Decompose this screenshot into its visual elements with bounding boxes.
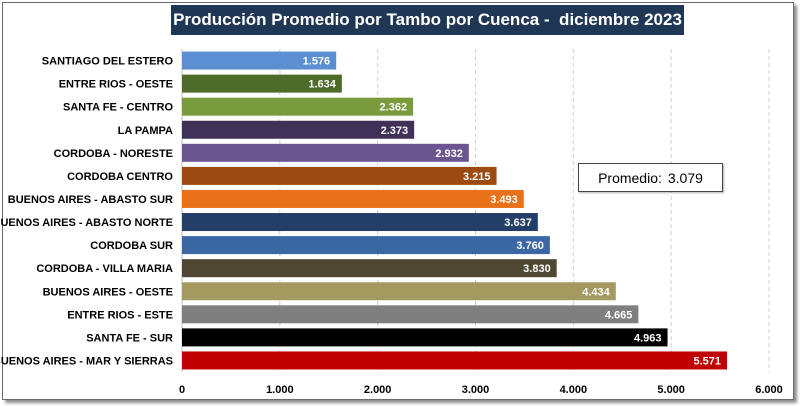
category-label: SANTA FE - SUR: [86, 332, 173, 344]
average-annotation: Promedio: 3.079: [578, 163, 723, 192]
data-label: 4.434: [582, 286, 610, 298]
category-label: BUENOS AIRES - ABASTO NORTE: [0, 217, 173, 229]
x-tick-label: 4.000: [560, 384, 588, 396]
x-tick-label: 5.000: [657, 384, 685, 396]
bar: [182, 143, 469, 162]
data-label: 3.760: [516, 240, 544, 252]
bar: [182, 328, 668, 347]
category-label: CORDOBA CENTRO: [67, 171, 173, 183]
bar: [182, 97, 414, 116]
x-tick-label: 0: [179, 384, 185, 396]
bar: [182, 51, 337, 70]
bar: [182, 351, 728, 370]
bar: [182, 236, 550, 255]
category-label: CORDOBA - VILLA MARIA: [36, 263, 173, 275]
data-label: 3.215: [463, 171, 491, 183]
x-tick-label: 1.000: [266, 384, 294, 396]
average-label: Promedio:: [598, 169, 662, 186]
data-label: 5.571: [693, 355, 721, 367]
data-label: 2.373: [381, 125, 409, 137]
bar: [182, 120, 415, 139]
data-label: 2.362: [380, 102, 408, 114]
data-label: 3.830: [523, 263, 551, 275]
x-tick-label: 2.000: [364, 384, 392, 396]
data-label: 3.493: [490, 194, 518, 206]
data-label: 1.634: [308, 79, 336, 91]
category-label: SANTIAGO DEL ESTERO: [42, 56, 174, 68]
data-label: 4.665: [605, 309, 633, 321]
category-label: ENTRE RIOS - ESTE: [67, 309, 173, 321]
x-tick-label: 6.000: [755, 384, 783, 396]
average-value: 3.079: [667, 169, 703, 186]
bar: [182, 74, 342, 93]
bar: [182, 166, 497, 185]
data-label: 1.576: [303, 56, 331, 68]
category-label: CORDOBA - NORESTE: [54, 148, 173, 160]
bar: [182, 213, 538, 232]
category-label: BUENOS AIRES - MAR Y SIERRAS: [0, 355, 173, 367]
category-label: ENTRE RIOS - OESTE: [59, 79, 173, 91]
chart-title: Producción Promedio por Tambo por Cuenca…: [171, 5, 684, 35]
category-label: BUENOS AIRES - ABASTO SUR: [8, 194, 173, 206]
bar: [182, 282, 616, 301]
category-label: SANTA FE - CENTRO: [63, 102, 173, 114]
category-label: BUENOS AIRES - OESTE: [43, 286, 173, 298]
x-tick-label: 3.000: [462, 384, 490, 396]
data-label: 2.932: [435, 148, 463, 160]
category-label: CORDOBA SUR: [90, 240, 173, 252]
data-label: 3.637: [504, 217, 532, 229]
bar: [182, 189, 524, 208]
category-label: LA PAMPA: [118, 125, 173, 137]
bar: [182, 305, 639, 324]
data-label: 4.963: [634, 332, 662, 344]
bar: [182, 259, 557, 278]
